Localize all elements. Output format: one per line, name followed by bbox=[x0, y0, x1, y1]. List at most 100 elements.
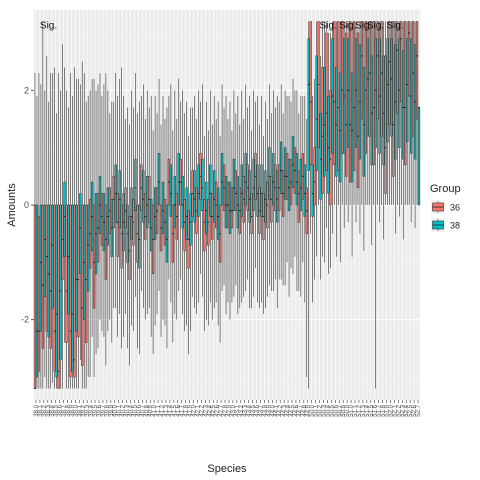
box-38-42.7 bbox=[220, 84, 224, 292]
box-38-44.2 bbox=[280, 84, 283, 280]
box-38-52.4 bbox=[406, 21, 409, 205]
x-tick-label: 43.6 bbox=[255, 404, 261, 416]
box-body bbox=[329, 90, 332, 206]
box-38-40.1 bbox=[118, 78, 121, 314]
box-38-39.7 bbox=[102, 84, 106, 337]
x-tick-label: 41.5 bbox=[172, 404, 178, 416]
x-tick-label: 42.3 bbox=[203, 404, 209, 416]
box-body bbox=[319, 112, 322, 200]
x-tick-label: 50.3 bbox=[322, 404, 328, 416]
box-38-43.9 bbox=[268, 84, 271, 286]
y-tick-label: 0 bbox=[24, 200, 29, 210]
box-body bbox=[63, 181, 66, 257]
legend: Group 36 38 bbox=[430, 183, 461, 232]
box-38-52.7 bbox=[417, 107, 421, 206]
x-tick-label: 44.6 bbox=[294, 404, 300, 416]
x-tick-label: 41.8 bbox=[184, 404, 190, 416]
box-body bbox=[193, 170, 196, 223]
box-38-38.6 bbox=[59, 90, 62, 389]
box-body bbox=[142, 170, 145, 223]
x-tick-label: 39.6 bbox=[97, 404, 103, 416]
box-body bbox=[295, 153, 299, 206]
box-body bbox=[230, 187, 234, 229]
box-38-43.6 bbox=[256, 96, 259, 303]
box-body bbox=[134, 158, 137, 211]
x-tick-label: 42.0 bbox=[192, 404, 198, 416]
box-36-51.0 bbox=[348, 21, 352, 205]
x-tick-label: 41.9 bbox=[188, 404, 194, 416]
box-body bbox=[112, 176, 115, 229]
box-38-39.5 bbox=[94, 90, 98, 355]
box-body bbox=[388, 21, 391, 125]
x-tick-label: 40.5 bbox=[132, 404, 138, 416]
box-body bbox=[250, 193, 253, 234]
box-body bbox=[297, 170, 301, 223]
box-body bbox=[264, 170, 267, 223]
box-body bbox=[47, 204, 50, 338]
x-tick-label: 51.3 bbox=[361, 404, 367, 416]
box-38-39.2 bbox=[83, 73, 86, 389]
box-body bbox=[209, 164, 212, 217]
x-tick-label: 43.5 bbox=[251, 404, 257, 416]
box-body bbox=[311, 164, 314, 217]
x-tick-label: 43.8 bbox=[262, 404, 268, 416]
box-38-50.2 bbox=[319, 55, 322, 280]
box-body bbox=[280, 141, 283, 194]
box-38-39.3 bbox=[87, 96, 90, 378]
box-36-42.7 bbox=[218, 136, 222, 343]
box-38-44.8 bbox=[303, 96, 306, 303]
box-body bbox=[49, 204, 52, 349]
box-38-50.1 bbox=[315, 21, 318, 257]
box-38-40.0 bbox=[114, 73, 117, 309]
box-38-42.4 bbox=[209, 90, 212, 303]
x-tick-label: 50.6 bbox=[333, 404, 339, 416]
box-body bbox=[161, 181, 165, 234]
box-38-41.4 bbox=[169, 84, 173, 303]
box-36-51.2 bbox=[356, 21, 360, 205]
box-body bbox=[61, 204, 64, 280]
box-38-51.1 bbox=[354, 21, 358, 223]
box-body bbox=[33, 204, 37, 389]
box-38-52.5 bbox=[410, 21, 413, 223]
x-tick-label: 43.7 bbox=[258, 404, 264, 416]
box-body bbox=[400, 21, 403, 103]
box-38-40.6 bbox=[138, 101, 141, 355]
box-body bbox=[35, 204, 39, 378]
x-tick-label: 51.9 bbox=[385, 404, 391, 416]
x-tick-label: 39.1 bbox=[77, 404, 83, 416]
legend-entry-36: 36 bbox=[431, 200, 460, 214]
box-body bbox=[362, 67, 366, 177]
box-38-41.6 bbox=[177, 78, 180, 292]
x-tick-label: 43.3 bbox=[243, 404, 249, 416]
box-38-39.6 bbox=[98, 73, 102, 320]
x-tick-label: 40.3 bbox=[125, 404, 131, 416]
box-body bbox=[411, 21, 415, 137]
box-38-38.0 bbox=[35, 96, 39, 389]
box-body bbox=[116, 193, 119, 257]
box-38-39.8 bbox=[106, 90, 109, 332]
x-tick-label: 38.9 bbox=[69, 404, 75, 416]
box-body bbox=[402, 49, 405, 160]
x-tick-label: 42.2 bbox=[199, 404, 205, 416]
legend-label: 38 bbox=[450, 221, 460, 231]
x-tick-label: 51.7 bbox=[377, 404, 383, 416]
box-body bbox=[327, 95, 330, 194]
box-body bbox=[323, 67, 326, 177]
box-body bbox=[272, 153, 275, 206]
x-tick-label: 52.4 bbox=[404, 404, 410, 416]
box-body bbox=[396, 21, 399, 114]
box-body bbox=[256, 164, 259, 217]
box-body bbox=[240, 164, 243, 217]
x-tick-label: 38.4 bbox=[50, 404, 56, 416]
box-38-40.9 bbox=[150, 96, 153, 337]
box-body bbox=[177, 153, 180, 206]
x-tick-label: 50.7 bbox=[337, 404, 343, 416]
box-body bbox=[307, 38, 310, 171]
box-body bbox=[309, 21, 312, 166]
box-38-51.2 bbox=[358, 21, 362, 234]
box-38-51.6 bbox=[374, 21, 377, 389]
x-tick-label: 38.1 bbox=[38, 404, 44, 416]
box-body bbox=[384, 55, 387, 194]
box-body bbox=[51, 204, 54, 309]
